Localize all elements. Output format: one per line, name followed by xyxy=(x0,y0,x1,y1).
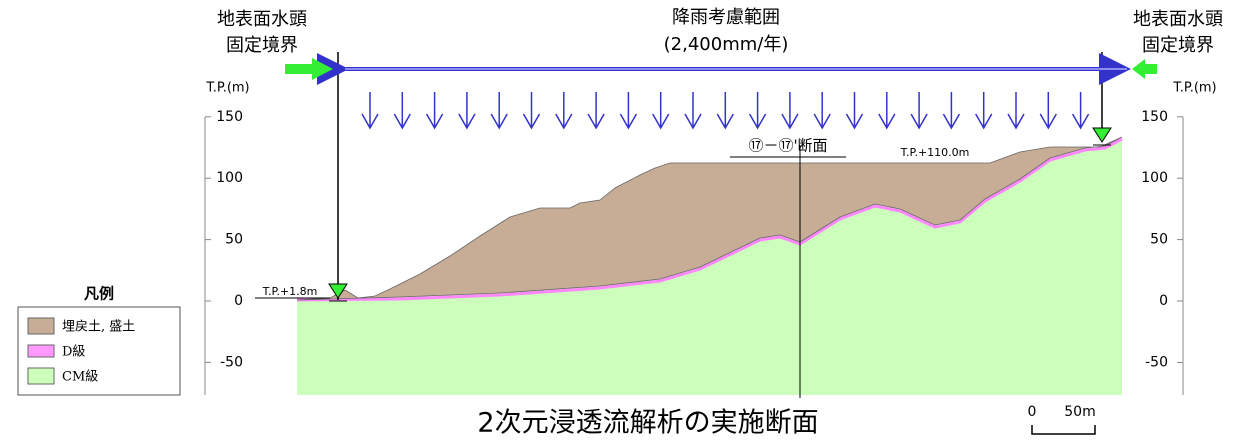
axis-unit: T.P.(m) xyxy=(205,81,249,96)
boundary-arrow xyxy=(1132,59,1157,79)
d-layer xyxy=(296,137,1123,302)
cm-layer xyxy=(297,139,1122,395)
boundary-arrow xyxy=(285,58,333,80)
rain-arrow xyxy=(975,113,993,130)
rain-arrow xyxy=(942,113,961,130)
rain-arrow xyxy=(813,113,831,130)
rain-arrow xyxy=(748,113,767,130)
rain-arrow xyxy=(878,113,896,130)
section-label: ⑰－⑰'断面 xyxy=(748,137,827,155)
rain-arrow xyxy=(652,113,670,130)
rain-arrow xyxy=(425,113,444,130)
scale-label: 0 xyxy=(1028,404,1037,420)
rain-arrow xyxy=(845,113,864,130)
level-label: T.P.+110.0m xyxy=(900,146,970,159)
legend-swatch xyxy=(27,317,55,335)
legend-label: CM級 xyxy=(62,370,98,385)
legend-swatch xyxy=(27,344,55,358)
fill-layer xyxy=(296,136,1123,301)
rain-arrow xyxy=(361,113,379,130)
rain-arrow xyxy=(716,113,734,130)
scale-bar xyxy=(1031,425,1096,435)
legend-label: D級 xyxy=(62,345,85,360)
rain-arrow xyxy=(587,113,605,130)
tick-label: 150 xyxy=(1141,109,1168,125)
tick-label: 50 xyxy=(225,232,243,248)
title: 2次元浸透流解析の実施断面 xyxy=(477,408,818,439)
rain-arrows xyxy=(361,92,1090,130)
rain-arrow xyxy=(555,113,573,130)
rain-arrow xyxy=(619,113,638,130)
level-label: T.P.+1.8m xyxy=(262,285,318,298)
water-level xyxy=(328,283,348,299)
scale-label: 50m xyxy=(1064,404,1095,420)
rain-arrow xyxy=(910,113,928,130)
axis-unit: T.P.(m) xyxy=(1172,81,1216,96)
rain-arrow xyxy=(684,113,702,130)
tick-label: -50 xyxy=(220,354,243,370)
water-level xyxy=(1092,127,1112,143)
rain-arrow xyxy=(1071,113,1090,130)
tick-label: 150 xyxy=(216,109,243,125)
tick-label: 0 xyxy=(234,293,243,309)
rain-arrow xyxy=(781,113,799,130)
rain-arrow xyxy=(490,113,508,130)
rain-label: 降雨考慮範囲 xyxy=(672,7,780,28)
rain-arrow xyxy=(1007,113,1025,130)
legend-title: 凡例 xyxy=(84,285,114,303)
tick-label: 100 xyxy=(1141,170,1168,186)
rain-arrow xyxy=(393,113,411,130)
tick-label: 0 xyxy=(1159,293,1168,309)
tick-label: -50 xyxy=(1145,354,1168,370)
tick-label: 100 xyxy=(216,170,243,186)
legend-swatch xyxy=(27,367,55,385)
legend-label: 埋戻土, 盛土 xyxy=(62,320,135,335)
rain-label: (2,400mm/年) xyxy=(664,34,789,55)
boundary-label: 地表面水頭 xyxy=(217,9,307,30)
rain-arrow xyxy=(522,113,541,130)
rain-arrow xyxy=(458,113,476,130)
rain-arrow xyxy=(1039,113,1057,130)
tick-label: 50 xyxy=(1150,232,1168,248)
boundary-label: 固定境界 xyxy=(226,35,298,56)
boundary-label: 地表面水頭 xyxy=(1133,9,1223,30)
boundary-label: 固定境界 xyxy=(1142,35,1214,56)
